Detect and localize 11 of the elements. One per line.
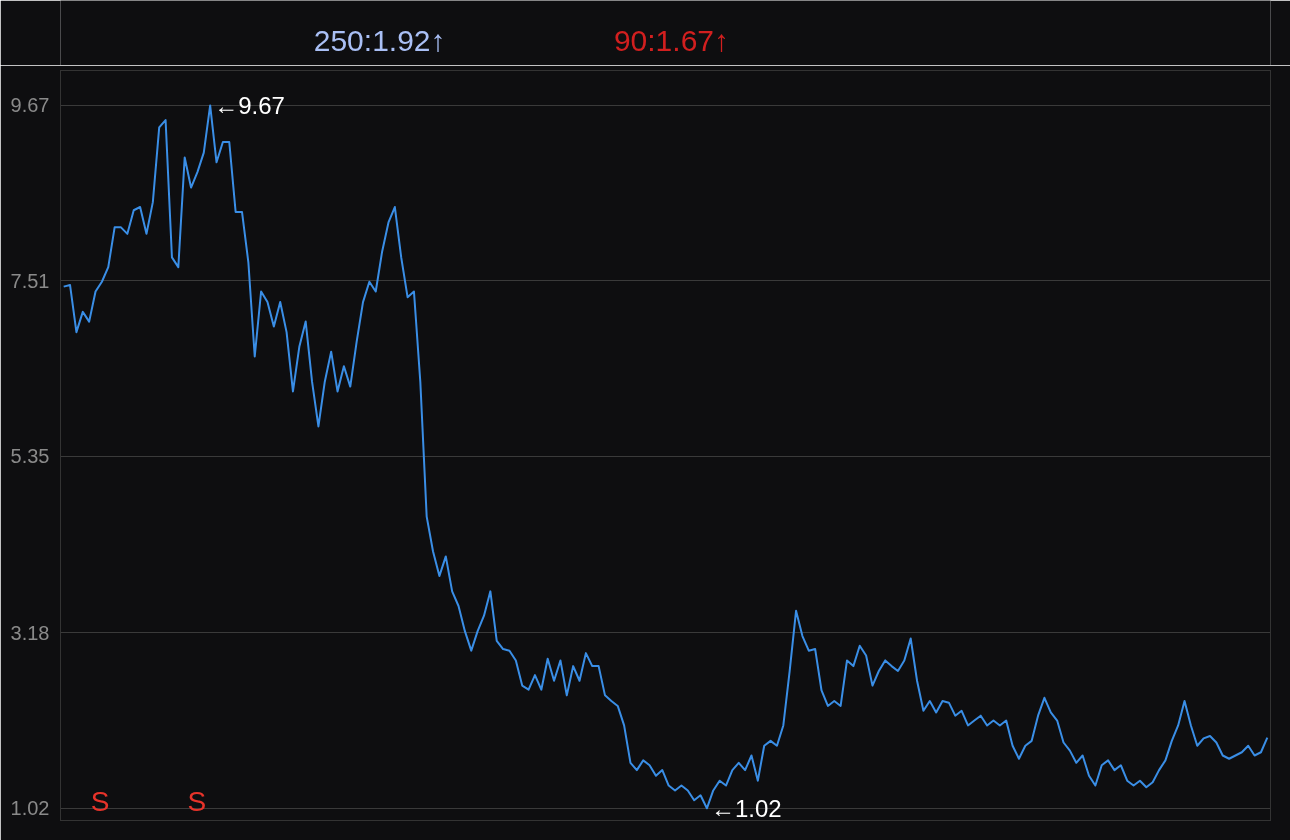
annotation: S <box>187 785 207 817</box>
annotation: S <box>90 785 110 817</box>
y-tick-label: 9.67 <box>10 94 50 117</box>
y-tick-label: 3.18 <box>10 621 50 644</box>
text: 90:1.67↑ <box>613 24 729 57</box>
y-tick-label: 5.35 <box>10 445 50 468</box>
annotation: ←9.67 <box>214 91 285 119</box>
y-tick-label: 1.02 <box>10 797 50 820</box>
annotation: ←1.02 <box>710 794 782 822</box>
text: 250:1.92↑ <box>313 24 446 57</box>
y-tick-label: 7.51 <box>10 269 50 292</box>
